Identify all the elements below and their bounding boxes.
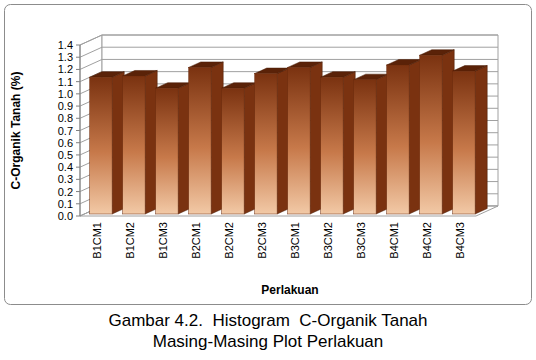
bar-front — [453, 71, 475, 214]
bar-top — [387, 59, 422, 65]
tick-label: 0.1 — [58, 198, 73, 210]
tick — [76, 45, 80, 46]
bar-side — [409, 59, 421, 214]
tick-label: 0.8 — [58, 112, 73, 124]
bar-top — [288, 62, 323, 68]
bar — [321, 72, 356, 214]
bar-front — [90, 77, 112, 214]
bar — [387, 59, 422, 214]
y-axis — [80, 45, 81, 216]
bar — [453, 66, 488, 214]
bar-top — [354, 74, 389, 80]
category-label: B2CM1 — [190, 222, 202, 259]
chart: 0.00.10.20.30.40.50.60.70.80.91.01.11.21… — [0, 0, 536, 360]
bar-side — [376, 74, 388, 214]
bar-side — [211, 62, 223, 214]
tick — [76, 81, 80, 82]
bar — [123, 70, 158, 214]
tick-label: 1.0 — [58, 88, 73, 100]
bar-front — [189, 67, 211, 214]
tick — [76, 142, 80, 143]
bar-front — [354, 80, 376, 214]
category-label: B2CM2 — [223, 222, 235, 259]
tick — [76, 191, 80, 192]
bar-side — [112, 72, 124, 214]
bar-side — [475, 66, 487, 214]
category-label: B3CM3 — [355, 222, 367, 259]
tick-label: 0.5 — [58, 149, 73, 161]
y-axis-label: C-Organik Tanah (%) — [9, 72, 23, 190]
tick — [76, 93, 80, 94]
tick-label: 0.2 — [58, 186, 73, 198]
tick — [76, 203, 80, 204]
bar-top — [321, 72, 356, 78]
category-label: B3CM1 — [289, 222, 301, 259]
tick-label: 1.4 — [58, 39, 73, 51]
bar-front — [288, 67, 310, 214]
tick — [76, 216, 80, 217]
bar-side — [244, 83, 256, 214]
bar — [354, 74, 389, 214]
bar — [420, 50, 455, 214]
category-label: B1CM1 — [91, 222, 103, 259]
bar-front — [420, 55, 442, 214]
bars — [90, 50, 488, 214]
bar-top — [255, 68, 290, 74]
bar-top — [222, 83, 257, 89]
tick-label: 0.4 — [58, 161, 73, 173]
tick — [76, 130, 80, 131]
bar-top — [189, 62, 224, 68]
tick-label: 1.1 — [58, 76, 73, 88]
caption: Gambar 4.2. Histogram C-Organik Tanah Ma… — [0, 310, 536, 352]
tick — [76, 69, 80, 70]
bar — [222, 83, 257, 214]
tick-label: 1.3 — [58, 51, 73, 63]
bar-side — [277, 68, 289, 214]
bar-front — [123, 76, 145, 214]
category-label: B1CM3 — [157, 222, 169, 259]
bar-side — [442, 50, 454, 214]
bar — [255, 68, 290, 214]
bar-front — [156, 88, 178, 214]
bar-side — [178, 83, 190, 214]
bar-side — [145, 70, 157, 214]
category-label: B1CM2 — [124, 222, 136, 259]
tick-label: 0.9 — [58, 100, 73, 112]
tick — [76, 106, 80, 107]
bar — [90, 72, 125, 214]
tick-label: 0.6 — [58, 137, 73, 149]
bar — [156, 83, 191, 214]
bar-front — [387, 65, 409, 214]
grid-line — [80, 35, 498, 45]
tick — [76, 179, 80, 180]
bar-side — [310, 62, 322, 214]
frame — [5, 5, 532, 305]
bar-top — [123, 70, 158, 76]
bar-front — [255, 74, 277, 214]
category-label: B4CM1 — [388, 222, 400, 259]
category-label: B2CM3 — [256, 222, 268, 259]
tick-label: 0.0 — [58, 210, 73, 222]
category-label: B3CM2 — [322, 222, 334, 259]
x-axis-label: Perlakuan — [261, 283, 318, 297]
bar-top — [453, 66, 488, 72]
bar-front — [222, 88, 244, 214]
bar — [189, 62, 224, 214]
category-label: B4CM3 — [454, 222, 466, 259]
tick-label: 0.3 — [58, 173, 73, 185]
bar-top — [156, 83, 191, 89]
tick — [76, 118, 80, 119]
bar-side — [343, 72, 355, 214]
tick-label: 0.7 — [58, 125, 73, 137]
bar-front — [321, 77, 343, 214]
tick — [76, 57, 80, 58]
tick-label: 1.2 — [58, 63, 73, 75]
bar — [288, 62, 323, 214]
bar-top — [90, 72, 125, 78]
category-label: B4CM2 — [421, 222, 433, 259]
tick — [76, 167, 80, 168]
bar-top — [420, 50, 455, 56]
tick — [76, 154, 80, 155]
